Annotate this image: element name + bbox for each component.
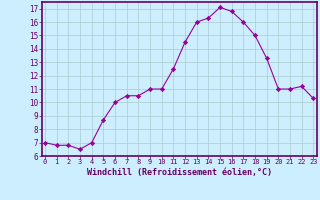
X-axis label: Windchill (Refroidissement éolien,°C): Windchill (Refroidissement éolien,°C): [87, 168, 272, 177]
